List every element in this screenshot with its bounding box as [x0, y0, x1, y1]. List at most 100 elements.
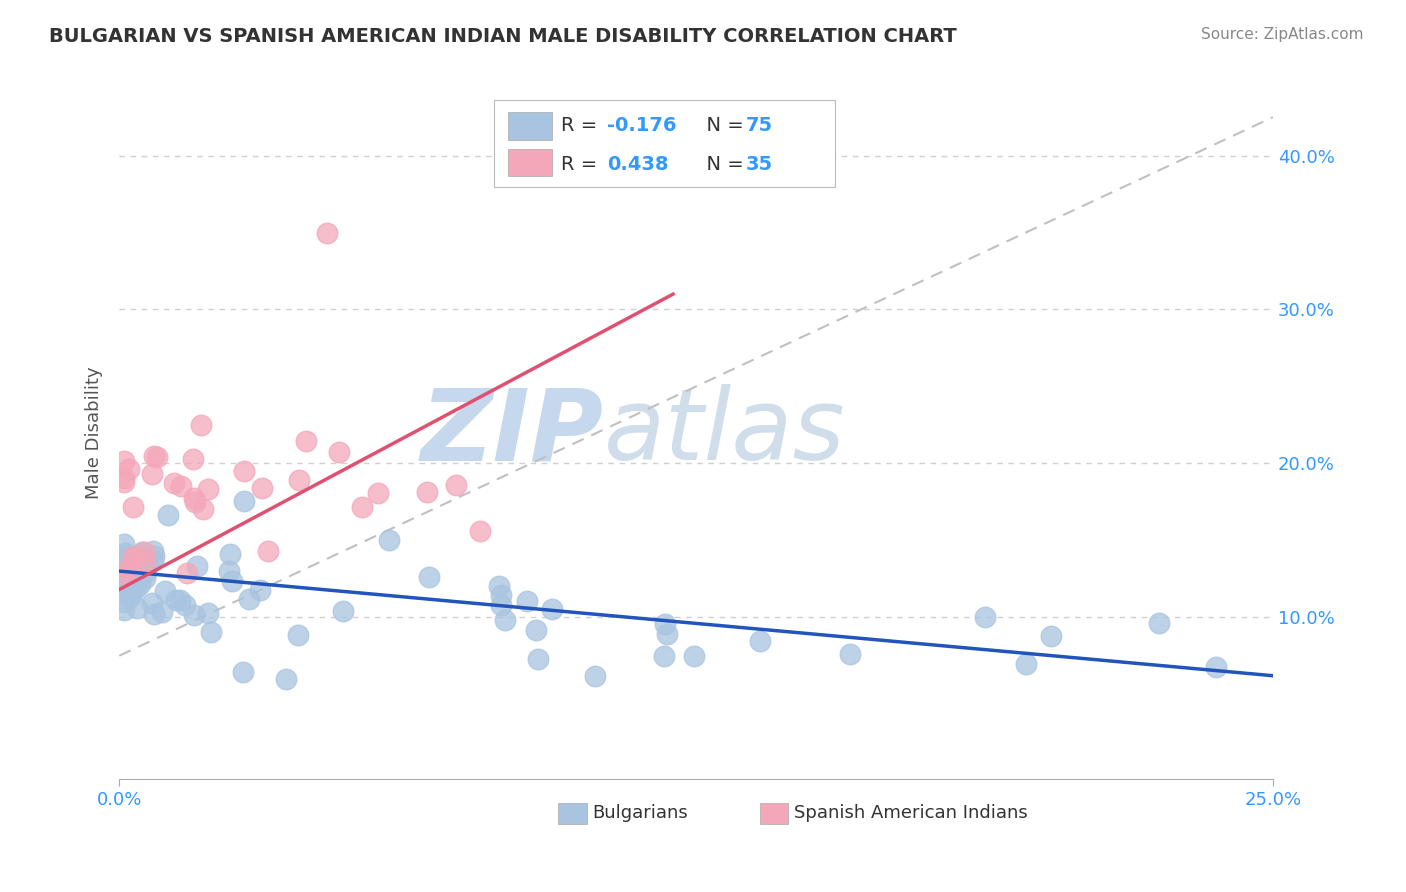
Point [657, 627, 679, 641]
Point [153, 584, 176, 599]
Point [120, 590, 142, 604]
Point [183, 608, 205, 623]
Point [112, 471, 135, 485]
Point [163, 476, 186, 491]
Point [218, 564, 240, 578]
Point [190, 417, 212, 432]
FancyBboxPatch shape [495, 100, 835, 186]
Point [287, 628, 309, 642]
Point [233, 464, 256, 478]
Point [170, 479, 193, 493]
Point [135, 565, 157, 579]
Text: atlas: atlas [603, 384, 845, 481]
Text: Bulgarians: Bulgarians [592, 805, 688, 822]
Point [257, 544, 280, 558]
Point [114, 546, 136, 560]
Point [488, 579, 510, 593]
Point [134, 571, 156, 585]
Point [117, 552, 139, 566]
Point [117, 562, 139, 576]
Point [973, 610, 995, 624]
Y-axis label: Male Disability: Male Disability [86, 367, 103, 499]
Point [112, 574, 135, 588]
Point [134, 554, 156, 568]
Point [112, 603, 135, 617]
Point [516, 593, 538, 607]
Point [250, 481, 273, 495]
Point [186, 558, 208, 573]
Point [378, 533, 401, 548]
Point [316, 226, 339, 240]
Point [143, 449, 166, 463]
Point [249, 583, 271, 598]
Point [169, 593, 191, 607]
Point [142, 549, 165, 564]
Point [197, 607, 219, 621]
Point [115, 551, 138, 566]
Point [121, 550, 143, 565]
Point [288, 473, 311, 487]
Point [416, 485, 439, 500]
Point [121, 551, 143, 566]
Point [197, 482, 219, 496]
Point [141, 596, 163, 610]
Text: 75: 75 [745, 116, 773, 136]
Point [191, 502, 214, 516]
Point [112, 573, 135, 587]
Point [1039, 629, 1062, 643]
Point [112, 584, 135, 599]
Point [114, 566, 136, 581]
Point [328, 445, 350, 459]
Point [274, 672, 297, 686]
Point [181, 451, 204, 466]
FancyBboxPatch shape [558, 803, 586, 824]
Text: ZIP: ZIP [420, 384, 603, 481]
FancyBboxPatch shape [508, 112, 553, 140]
Point [142, 554, 165, 568]
Text: 35: 35 [745, 155, 773, 174]
Point [124, 550, 146, 565]
Point [219, 547, 242, 561]
Point [176, 566, 198, 581]
Point [838, 647, 860, 661]
Point [118, 462, 141, 476]
Point [585, 669, 607, 683]
Point [367, 485, 389, 500]
Point [125, 581, 148, 595]
Point [117, 568, 139, 582]
Point [238, 592, 260, 607]
Point [1015, 657, 1038, 672]
Point [135, 554, 157, 568]
Point [146, 450, 169, 465]
Point [114, 566, 136, 581]
Point [183, 491, 205, 505]
Point [121, 586, 143, 600]
Point [444, 477, 467, 491]
Point [332, 604, 354, 618]
Point [652, 648, 675, 663]
Text: 0.438: 0.438 [607, 155, 669, 174]
Text: Source: ZipAtlas.com: Source: ZipAtlas.com [1201, 27, 1364, 42]
Point [142, 544, 165, 558]
Point [232, 665, 254, 679]
Point [131, 544, 153, 558]
Point [141, 467, 163, 481]
Point [121, 500, 143, 514]
Point [150, 605, 173, 619]
Point [174, 598, 197, 612]
Point [112, 550, 135, 565]
Text: N =: N = [693, 155, 749, 174]
Point [114, 551, 136, 566]
Point [112, 537, 135, 551]
Point [112, 475, 135, 489]
Point [232, 494, 254, 508]
Point [418, 570, 440, 584]
Point [470, 524, 492, 538]
Point [654, 616, 676, 631]
Point [749, 633, 772, 648]
Point [115, 558, 138, 573]
Point [489, 588, 512, 602]
Point [494, 613, 516, 627]
Text: -0.176: -0.176 [607, 116, 676, 136]
Point [524, 624, 547, 638]
